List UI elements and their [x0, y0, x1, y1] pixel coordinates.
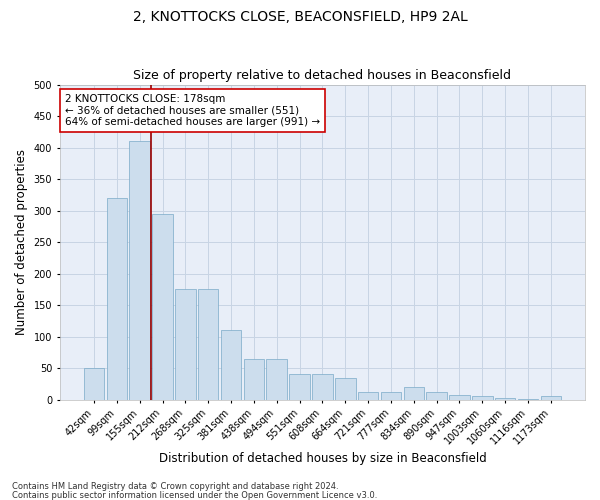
Bar: [335, 378, 356, 400]
Bar: [83, 368, 104, 400]
Bar: [380, 392, 401, 400]
Text: Contains public sector information licensed under the Open Government Licence v3: Contains public sector information licen…: [12, 490, 377, 500]
Bar: [152, 214, 173, 400]
Bar: [449, 394, 470, 400]
Bar: [175, 290, 196, 400]
Bar: [130, 142, 150, 400]
Bar: [541, 396, 561, 400]
Text: Contains HM Land Registry data © Crown copyright and database right 2024.: Contains HM Land Registry data © Crown c…: [12, 482, 338, 491]
Title: Size of property relative to detached houses in Beaconsfield: Size of property relative to detached ho…: [133, 69, 511, 82]
Bar: [518, 399, 538, 400]
Bar: [244, 358, 264, 400]
Bar: [266, 358, 287, 400]
Bar: [198, 290, 218, 400]
Bar: [495, 398, 515, 400]
Bar: [427, 392, 447, 400]
Bar: [221, 330, 241, 400]
Bar: [312, 374, 332, 400]
Bar: [404, 387, 424, 400]
Text: 2 KNOTTOCKS CLOSE: 178sqm
← 36% of detached houses are smaller (551)
64% of semi: 2 KNOTTOCKS CLOSE: 178sqm ← 36% of detac…: [65, 94, 320, 127]
Bar: [289, 374, 310, 400]
Y-axis label: Number of detached properties: Number of detached properties: [15, 149, 28, 335]
Bar: [472, 396, 493, 400]
X-axis label: Distribution of detached houses by size in Beaconsfield: Distribution of detached houses by size …: [158, 452, 486, 465]
Bar: [107, 198, 127, 400]
Bar: [358, 392, 379, 400]
Text: 2, KNOTTOCKS CLOSE, BEACONSFIELD, HP9 2AL: 2, KNOTTOCKS CLOSE, BEACONSFIELD, HP9 2A…: [133, 10, 467, 24]
